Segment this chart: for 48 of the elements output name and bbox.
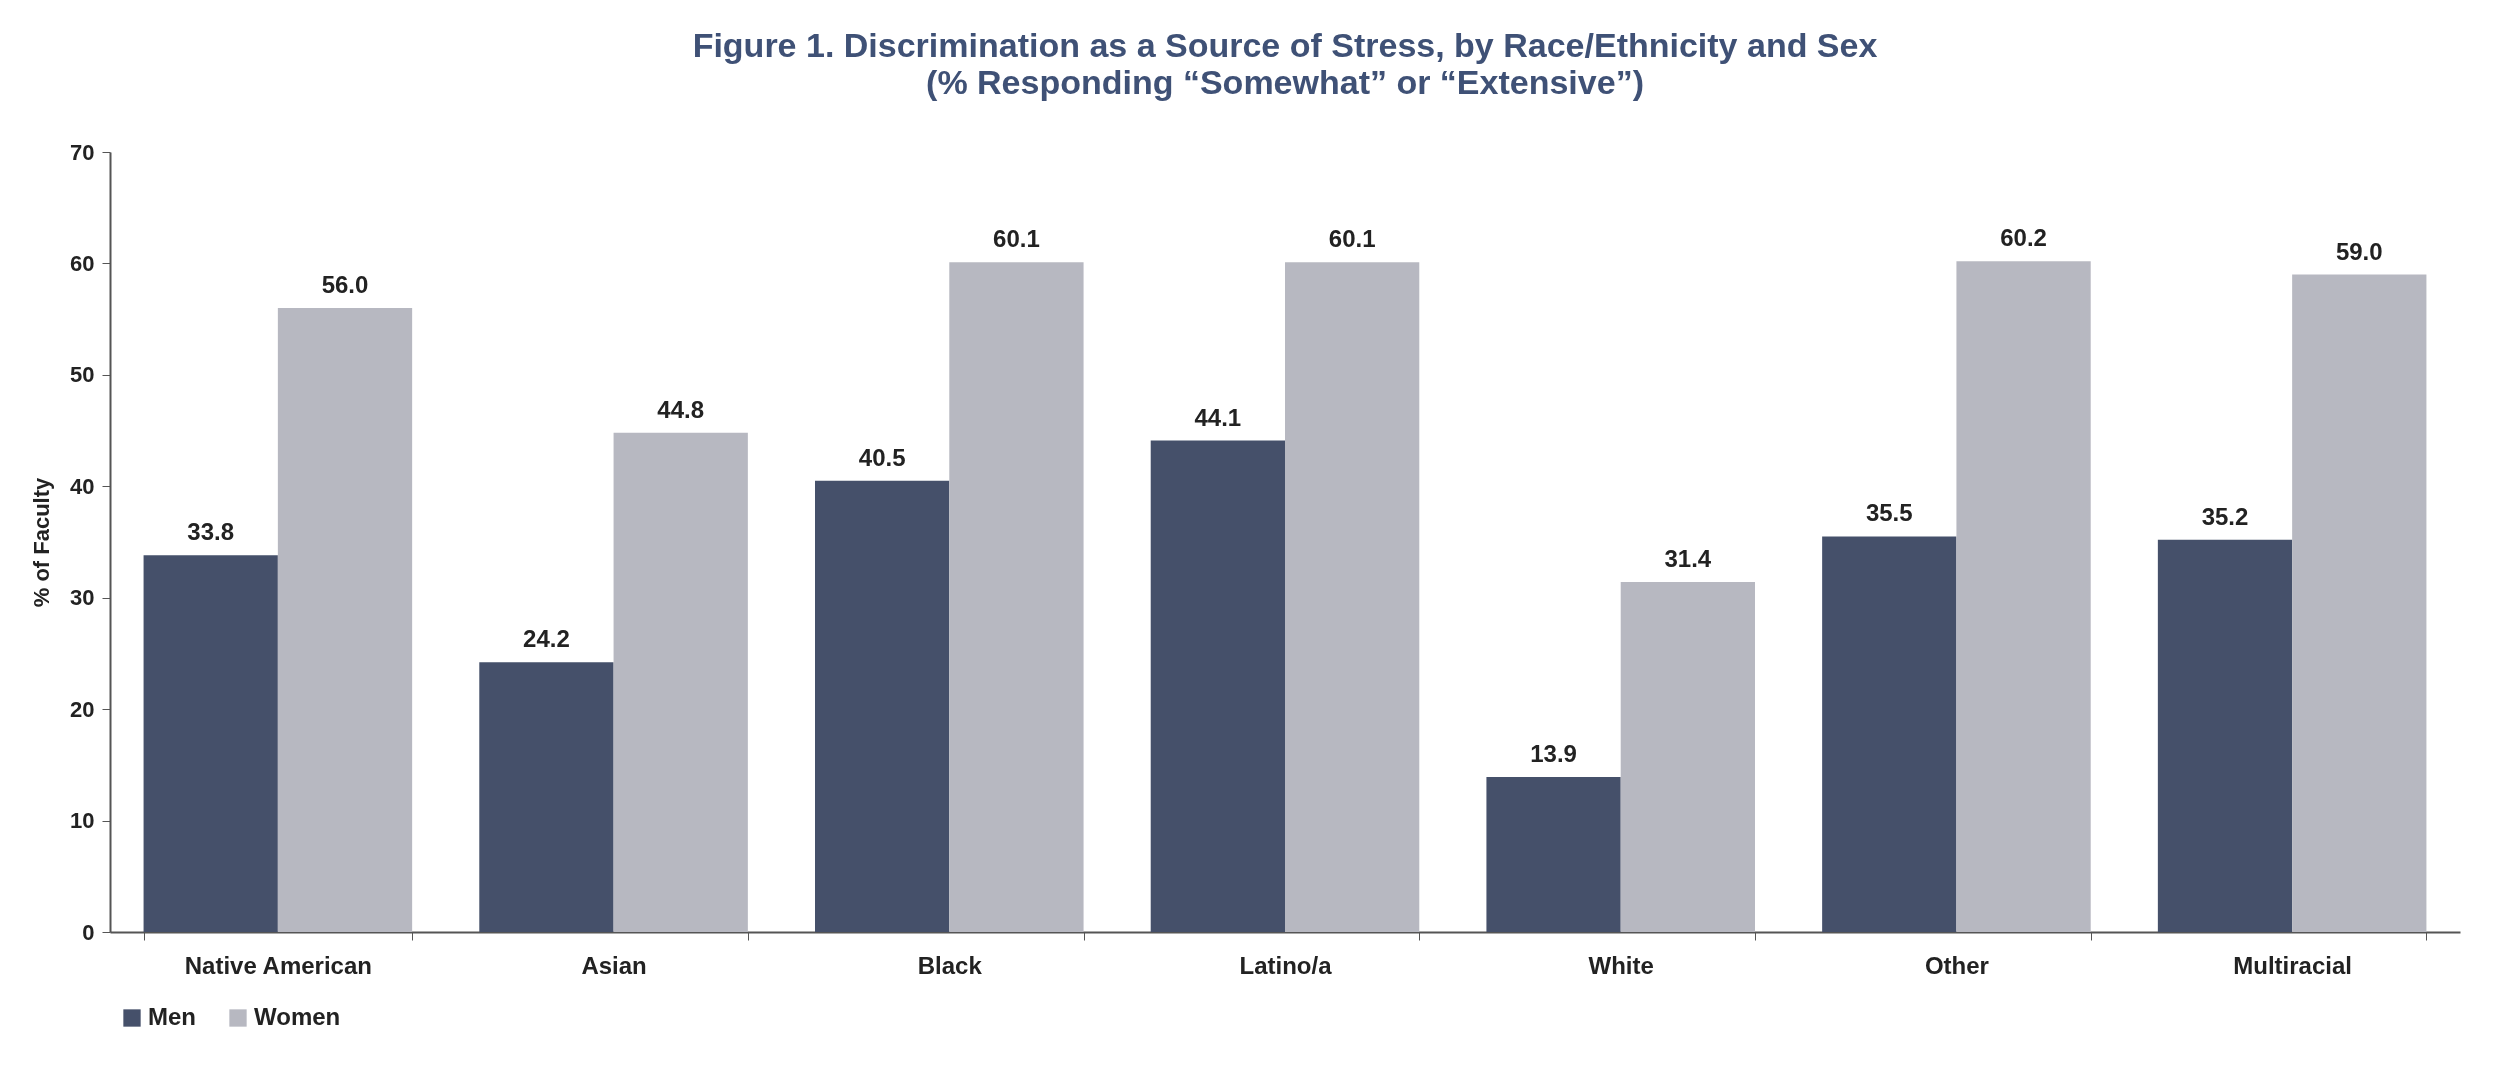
data-label: 44.1 [1194,403,1242,431]
bar [815,480,950,932]
bar [1486,777,1621,932]
y-tick-label: 40 [70,473,95,499]
chart-title: Figure 1. Discrimination as a Source of Stress, by Race/Ethnicity and Sex [692,26,1878,64]
y-tick-label: 0 [82,919,95,945]
y-tick-label: 70 [70,139,95,165]
bar [2292,274,2427,932]
bar [277,308,413,932]
data-label: 56.0 [321,271,369,298]
data-label: 60.1 [993,225,1040,253]
bar [1285,262,1420,932]
x-tick-label: White [1588,951,1654,979]
bar [1822,536,1957,932]
data-label: 59.0 [2335,237,2383,265]
bar [143,555,278,932]
bar [613,432,748,932]
data-label: 35.2 [2201,502,2249,530]
bar [1150,440,1285,932]
data-label: 13.9 [1530,740,1577,768]
x-tick-label: Native American [184,951,372,979]
bar [1956,261,2091,932]
x-tick-label: Multiracial [2233,951,2352,979]
data-label: 33.8 [187,518,235,546]
y-tick-label: 10 [70,808,95,834]
data-label: 24.2 [523,625,570,653]
data-label: 60.1 [1328,225,1376,253]
chart-subtitle: (% Responding “Somewhat” or “Extensive”) [926,63,1644,101]
y-tick-label: 50 [70,362,95,388]
x-tick-label: Asian [581,951,647,979]
legend-label: Men [148,1003,196,1030]
y-tick-label: 30 [70,585,95,611]
bar [1620,582,1755,932]
x-tick-label: Latino/a [1239,951,1333,979]
y-tick-label: 60 [70,250,95,276]
data-label: 60.2 [2000,224,2047,252]
data-label: 40.5 [858,443,906,471]
y-axis-title: % of Faculty [29,476,55,608]
x-tick-label: Black [917,951,983,979]
bar [479,662,614,932]
x-tick-label: Other [1924,951,1989,979]
bar [949,262,1084,932]
data-label: 31.4 [1664,545,1712,573]
legend-label: Women [254,1003,341,1030]
y-tick-label: 20 [70,696,95,722]
data-label: 44.8 [657,395,705,423]
bar [2157,539,2293,932]
data-label: 35.5 [1865,499,1913,527]
